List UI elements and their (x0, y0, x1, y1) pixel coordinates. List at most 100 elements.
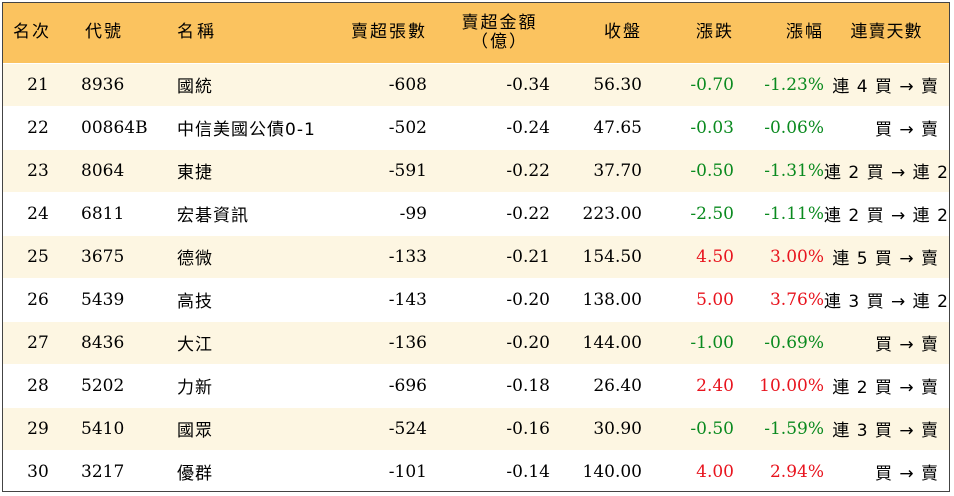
cell-change: 4.00 (696, 461, 734, 482)
cell-change: -0.03 (690, 117, 734, 138)
cell-code: 6811 (81, 203, 125, 224)
cell-name: 宏碁資訊 (177, 206, 249, 226)
cell-name: 中信美國公債0-1 (177, 120, 316, 140)
cell-close: 223.00 (582, 203, 642, 224)
cell-rank: 27 (27, 332, 49, 353)
cell-code: 8436 (81, 332, 125, 353)
cell-code: 5439 (81, 289, 125, 310)
cell-streak: 買 → 賣 (874, 335, 939, 355)
header-rank: 名次 (13, 22, 51, 43)
table-row: 28 5202 力新 -696 -0.18 26.40 2.40 10.00% … (3, 364, 949, 407)
table-row: 27 8436 大江 -136 -0.20 144.00 -1.00 -0.69… (3, 321, 949, 364)
cell-change-pct: -1.23% (764, 74, 824, 95)
cell-change-pct: 10.00% (759, 375, 824, 396)
cell-close: 56.30 (593, 74, 642, 95)
cell-streak: 連 2 買 → 賣 (832, 378, 939, 398)
cell-code: 5410 (81, 418, 125, 439)
cell-change-pct: 3.00% (769, 246, 824, 267)
cell-name: 力新 (177, 378, 213, 398)
cell-name: 東捷 (177, 163, 213, 183)
cell-name: 大江 (177, 335, 213, 355)
cell-sell-lots: -608 (388, 74, 427, 95)
table-body: 21 8936 國統 -608 -0.34 56.30 -0.70 -1.23%… (3, 63, 949, 491)
cell-sell-amount: -0.20 (506, 332, 550, 353)
header-change: 漲跌 (696, 22, 734, 43)
header-sell-amount-line1: 賣超金額 (461, 12, 538, 33)
cell-streak: 連 3 買 → 賣 (832, 421, 939, 441)
header-row: 名次 代號 名稱 賣超張數 賣超金額 （億） 收盤 漲跌 漲幅 連賣天數 (3, 3, 949, 63)
cell-streak: 連 4 買 → 賣 (832, 77, 939, 97)
cell-sell-amount: -0.20 (506, 289, 550, 310)
header-close: 收盤 (604, 22, 642, 43)
header-name: 名稱 (177, 22, 217, 43)
header-streak: 連賣天數 (850, 22, 923, 43)
header-sell-lots: 賣超張數 (351, 22, 427, 43)
cell-sell-lots: -696 (388, 375, 427, 396)
cell-rank: 22 (27, 117, 49, 138)
cell-sell-amount: -0.18 (506, 375, 550, 396)
cell-change-pct: 2.94% (769, 461, 824, 482)
cell-name: 優群 (177, 464, 213, 485)
cell-code: 3675 (81, 246, 125, 267)
table-row: 21 8936 國統 -608 -0.34 56.30 -0.70 -1.23%… (3, 63, 949, 106)
cell-sell-lots: -101 (388, 461, 427, 482)
cell-streak: 買 → 賣 (874, 120, 939, 140)
table-row: 22 00864B 中信美國公債0-1 -502 -0.24 47.65 -0.… (3, 106, 949, 149)
cell-sell-lots: -502 (388, 117, 427, 138)
table-row: 30 3217 優群 -101 -0.14 140.00 4.00 2.94% … (3, 450, 949, 491)
cell-name: 德微 (177, 249, 213, 269)
cell-sell-lots: -133 (388, 246, 427, 267)
cell-sell-lots: -136 (388, 332, 427, 353)
cell-sell-lots: -524 (388, 418, 427, 439)
cell-rank: 30 (27, 461, 49, 482)
cell-rank: 21 (27, 74, 49, 95)
cell-streak: 連 2 買 → 連 2 賣 (824, 206, 949, 226)
cell-change-pct: -0.69% (764, 332, 824, 353)
cell-rank: 29 (27, 418, 49, 439)
cell-close: 26.40 (593, 375, 642, 396)
cell-change-pct: -1.11% (764, 203, 824, 224)
cell-close: 30.90 (593, 418, 642, 439)
cell-streak: 連 2 買 → 連 2 賣 (824, 163, 949, 183)
cell-sell-amount: -0.24 (506, 117, 550, 138)
ranking-table: 名次 代號 名稱 賣超張數 賣超金額 （億） 收盤 漲跌 漲幅 連賣天數 21 … (3, 3, 949, 491)
table-row: 24 6811 宏碁資訊 -99 -0.22 223.00 -2.50 -1.1… (3, 192, 949, 235)
cell-streak: 連 3 買 → 連 2 賣 (824, 292, 949, 312)
cell-change: -0.70 (690, 74, 734, 95)
cell-sell-lots: -143 (388, 289, 427, 310)
table-row: 29 5410 國眾 -524 -0.16 30.90 -0.50 -1.59%… (3, 407, 949, 450)
cell-code: 3217 (81, 461, 125, 482)
header-change-pct: 漲幅 (786, 22, 824, 43)
cell-change: 5.00 (696, 289, 734, 310)
header-sell-amount: 賣超金額 （億） (427, 3, 550, 63)
cell-close: 138.00 (582, 289, 642, 310)
cell-rank: 25 (27, 246, 49, 267)
cell-sell-amount: -0.22 (506, 203, 550, 224)
cell-rank: 23 (27, 160, 49, 181)
cell-change-pct: 3.76% (769, 289, 824, 310)
cell-sell-lots: -99 (399, 203, 427, 224)
cell-change-pct: -1.31% (764, 160, 824, 181)
cell-change-pct: -0.06% (764, 117, 824, 138)
cell-change: -0.50 (690, 418, 734, 439)
cell-rank: 26 (27, 289, 49, 310)
table-row: 23 8064 東捷 -591 -0.22 37.70 -0.50 -1.31%… (3, 149, 949, 192)
cell-name: 國統 (177, 77, 213, 97)
table-header: 名次 代號 名稱 賣超張數 賣超金額 （億） 收盤 漲跌 漲幅 連賣天數 (3, 3, 949, 63)
cell-code: 8936 (81, 74, 125, 95)
cell-change: 2.40 (696, 375, 734, 396)
cell-sell-lots: -591 (388, 160, 427, 181)
header-code: 代號 (85, 22, 123, 43)
cell-change: -2.50 (690, 203, 734, 224)
table-row: 26 5439 高技 -143 -0.20 138.00 5.00 3.76% … (3, 278, 949, 321)
cell-change: -1.00 (690, 332, 734, 353)
cell-close: 154.50 (582, 246, 642, 267)
table-row: 25 3675 德微 -133 -0.21 154.50 4.50 3.00% … (3, 235, 949, 278)
cell-sell-amount: -0.22 (506, 160, 550, 181)
cell-code: 8064 (81, 160, 125, 181)
cell-close: 47.65 (593, 117, 642, 138)
cell-name: 高技 (177, 292, 213, 312)
cell-change: -0.50 (690, 160, 734, 181)
cell-close: 140.00 (582, 461, 642, 482)
